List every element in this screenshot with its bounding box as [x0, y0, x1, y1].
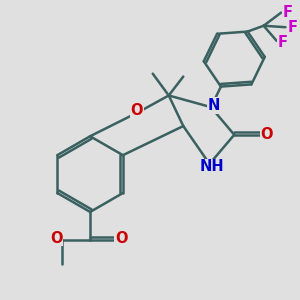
Text: N: N	[208, 98, 220, 113]
Text: O: O	[130, 103, 143, 118]
Text: NH: NH	[200, 159, 225, 174]
Text: F: F	[283, 5, 292, 20]
Text: O: O	[115, 231, 128, 246]
Text: F: F	[278, 35, 287, 50]
Text: O: O	[50, 231, 62, 246]
Text: F: F	[288, 20, 298, 35]
Text: O: O	[261, 127, 273, 142]
